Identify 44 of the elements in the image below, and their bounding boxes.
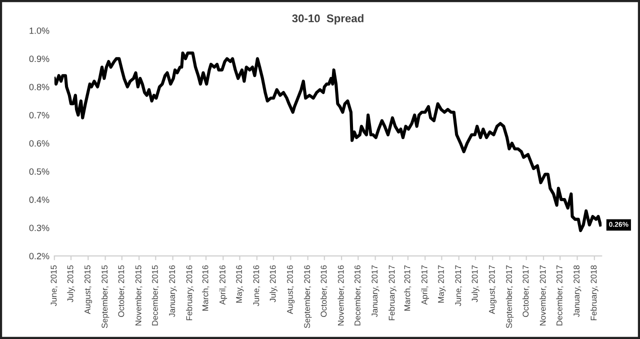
x-tick-label: October, 2016: [320, 265, 328, 317]
x-tick-label: June, 2016: [253, 265, 260, 306]
y-tick-label: 0.6%: [29, 140, 50, 147]
x-tick-label: March, 2016: [202, 265, 210, 311]
y-tick-label: 0.3%: [29, 224, 50, 232]
x-tick-label: July, 2016: [270, 265, 278, 302]
x-tick-label: April, 2016: [219, 265, 228, 305]
x-tick-label: September, 2016: [304, 265, 312, 328]
x-tick-label: June, 2015: [50, 265, 58, 306]
x-tick-label: August, 2015: [84, 265, 92, 314]
x-tick-label: November, 2015: [135, 265, 142, 326]
x-tick-label: May, 2016: [236, 265, 244, 303]
y-tick-label: 0.2%: [29, 252, 50, 260]
chart-title: 30-10 Spread: [292, 14, 364, 24]
x-tick-label: January, 2016: [169, 265, 177, 318]
y-tick-label: 0.9%: [29, 56, 50, 62]
x-tick-label: December, 2017: [556, 265, 564, 326]
x-tick-label: February, 2016: [186, 265, 194, 320]
y-tick-label: 0.8%: [29, 84, 50, 90]
y-tick-label: 0.7%: [29, 112, 50, 118]
x-tick-label: November, 2017: [540, 265, 547, 326]
x-tick-label: January, 2018: [574, 265, 582, 318]
x-tick-label: June, 2017: [455, 265, 462, 306]
x-tick-label: May, 2017: [438, 265, 446, 303]
x-tick-label: September, 2017: [506, 265, 514, 328]
x-tick-label: December, 2015: [152, 265, 159, 326]
x-tick-label: October, 2015: [118, 265, 126, 317]
y-tick-label: 0.5%: [29, 168, 50, 175]
x-tick-label: August, 2016: [286, 265, 295, 314]
x-tick-label: April, 2017: [421, 265, 429, 305]
x-tick-label: November, 2016: [338, 265, 345, 326]
line-series: [54, 52, 602, 232]
x-tick-label: March, 2017: [404, 265, 412, 311]
x-tick-label: August, 2017: [488, 265, 496, 314]
x-tick-label: December, 2016: [354, 265, 362, 326]
x-tick-label: July, 2017: [472, 265, 480, 302]
x-tick-label: October, 2017: [522, 265, 530, 317]
x-tick-label: February, 2018: [590, 265, 598, 320]
y-tick-label: 1.0%: [30, 27, 50, 34]
x-tick-label: January, 2017: [372, 265, 380, 318]
x-tick-label: February, 2017: [388, 265, 396, 320]
x-tick-label: September, 2015: [101, 265, 110, 328]
x-tick-label: July, 2015: [67, 265, 75, 302]
y-tick-label: 0.4%: [29, 196, 50, 203]
